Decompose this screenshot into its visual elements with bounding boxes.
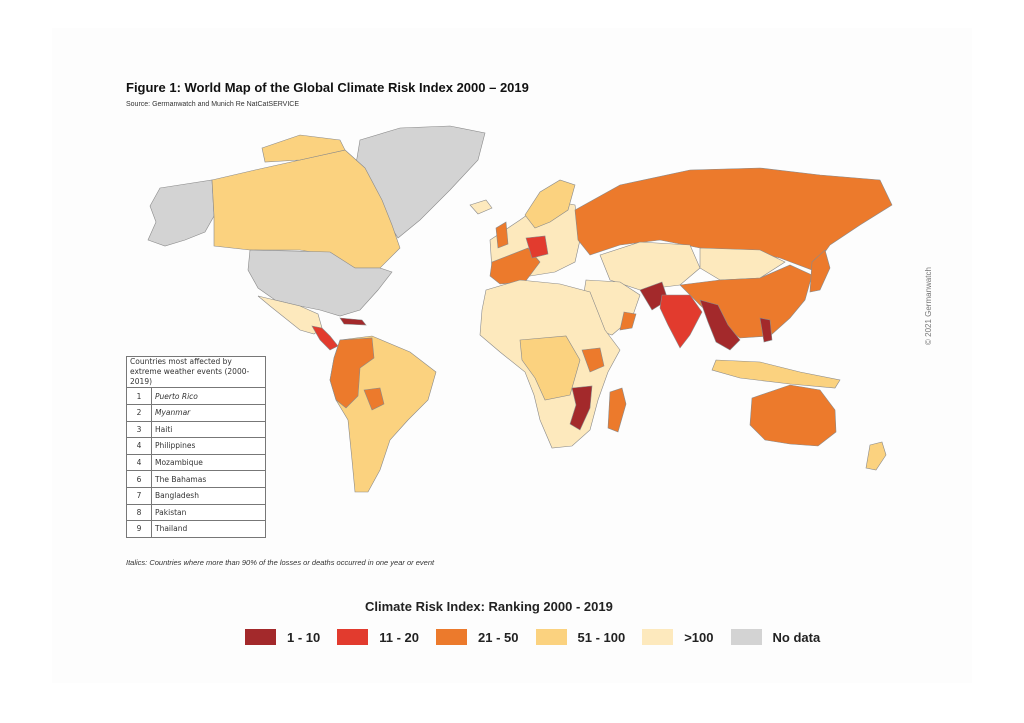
table-row: 7 Bangladesh [126,486,266,505]
western-europe [489,247,541,285]
table-row: 6 The Bahamas [126,470,266,488]
andes-region [329,337,375,409]
legend-item-over-100: >100 [642,629,714,645]
central-america [311,325,339,351]
table-row: 9 Thailand [126,520,266,538]
figure-title: Figure 1: World Map of the Global Climat… [126,80,529,95]
country-cell: Thailand [151,520,266,538]
legend-label: 11 - 20 [379,629,420,645]
iceland [469,199,493,215]
arctic-islands [261,134,346,163]
legend-item-1-10: 1 - 10 [245,629,320,645]
mozambique [569,385,593,431]
legend-label: No data [772,629,821,645]
indonesia [711,359,841,389]
india [659,294,703,349]
figure-source: Source: Germanwatch and Munich Re NatCat… [126,101,300,108]
alaska [147,179,215,247]
italics-note: Italics: Countries where more than 90% o… [126,558,435,567]
legend-item-11-20: 11 - 20 [337,629,419,645]
country-cell: Pakistan [151,503,266,522]
australia [749,384,837,447]
legend-label: >100 [684,629,714,645]
legend-swatch [642,629,674,645]
rank-cell: 8 [126,503,152,522]
country-cell: Philippines [151,437,266,455]
rank-cell: 9 [126,520,152,538]
rank-cell: 1 [126,387,152,405]
legend-item-21-50: 21 - 50 [436,629,519,645]
country-cell: Myanmar [151,403,266,422]
country-cell: Bangladesh [151,486,266,505]
japan [809,249,831,293]
bolivia [363,387,385,411]
ranking-table-header: Countries most affected by extreme weath… [126,355,266,389]
ranking-table: Countries most affected by extreme weath… [126,355,266,538]
legend-swatch [436,629,468,645]
legend-swatch [245,629,276,645]
new-zealand [865,441,887,471]
east-africa [581,347,605,373]
southeast-asia-mainland [699,299,741,351]
legend-title: Climate Risk Index: Ranking 2000 - 2019 [365,599,613,614]
country-cell: The Bahamas [151,470,266,488]
caribbean-islands [339,317,367,326]
table-row: 4 Mozambique [126,453,266,472]
legend-swatch [730,629,762,645]
table-row: 3 Haiti [126,420,266,439]
legend-label: 21 - 50 [478,629,519,645]
mexico [257,295,323,335]
rank-cell: 7 [126,486,152,505]
country-cell: Mozambique [151,453,266,472]
map-legend: 1 - 10 11 - 20 21 - 50 51 - 100 >100 No … [245,628,837,646]
legend-item-51-100: 51 - 100 [535,629,626,645]
united-states [247,249,393,317]
legend-item-no-data: No data [730,629,821,645]
country-cell: Puerto Rico [151,387,266,405]
germany [525,235,549,259]
central-africa [519,335,581,401]
country-cell: Haiti [151,420,266,439]
legend-swatch [535,629,567,645]
table-row: 8 Pakistan [126,503,266,522]
scandinavia [524,179,576,229]
rank-cell: 3 [126,420,152,439]
table-row: 1 Puerto Rico [126,387,266,405]
oman [619,311,637,331]
legend-label: 51 - 100 [577,629,626,645]
legend-swatch [337,629,369,645]
madagascar [607,387,627,433]
united-kingdom [495,221,509,249]
table-row: 2 Myanmar [126,403,266,422]
philippines [759,317,773,343]
rank-cell: 6 [126,470,152,488]
legend-label: 1 - 10 [287,629,321,645]
table-row: 4 Philippines [126,437,266,455]
rank-cell: 4 [126,453,152,472]
rank-cell: 4 [126,437,152,455]
rank-cell: 2 [126,403,152,422]
